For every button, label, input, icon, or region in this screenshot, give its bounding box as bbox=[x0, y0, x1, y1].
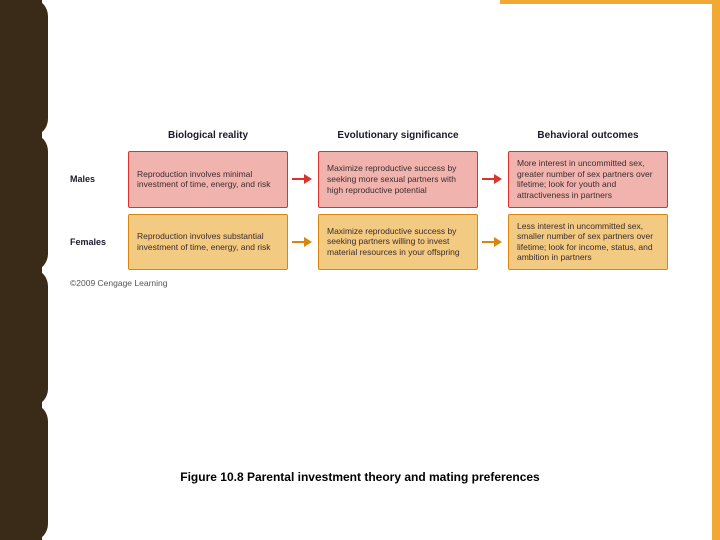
females-biological-cell: Reproduction involves substantial invest… bbox=[128, 214, 288, 271]
header-evolutionary: Evolutionary significance bbox=[318, 130, 478, 145]
row-label-blank bbox=[70, 130, 128, 145]
header-behavioral: Behavioral outcomes bbox=[508, 130, 668, 145]
right-amber-bar bbox=[712, 0, 720, 540]
diagram-content: Biological reality Evolutionary signific… bbox=[70, 130, 680, 288]
arrow-right-icon bbox=[292, 237, 314, 247]
arrow-right-icon bbox=[292, 174, 314, 184]
scallop-bump bbox=[34, 135, 48, 270]
row-label-males: Males bbox=[70, 151, 128, 208]
scallop-bump bbox=[34, 270, 48, 405]
arrow-cell bbox=[478, 214, 508, 271]
header-spacer bbox=[288, 130, 318, 145]
arrow-right-icon bbox=[482, 174, 504, 184]
investment-table: Biological reality Evolutionary signific… bbox=[70, 130, 680, 270]
header-biological: Biological reality bbox=[128, 130, 288, 145]
copyright-text: ©2009 Cengage Learning bbox=[70, 278, 680, 288]
arrow-cell bbox=[478, 151, 508, 208]
arrow-right-icon bbox=[482, 237, 504, 247]
males-biological-cell: Reproduction involves minimal investment… bbox=[128, 151, 288, 208]
males-behavioral-cell: More interest in uncommitted sex, greate… bbox=[508, 151, 668, 208]
left-decorative-border bbox=[0, 0, 50, 540]
header-spacer bbox=[478, 130, 508, 145]
figure-caption: Figure 10.8 Parental investment theory a… bbox=[0, 470, 720, 484]
arrow-cell bbox=[288, 214, 318, 271]
scallop-bump bbox=[34, 0, 48, 135]
arrow-cell bbox=[288, 151, 318, 208]
row-label-females: Females bbox=[70, 214, 128, 271]
males-evolutionary-cell: Maximize reproductive success by seeking… bbox=[318, 151, 478, 208]
females-behavioral-cell: Less interest in uncommitted sex, smalle… bbox=[508, 214, 668, 271]
top-amber-bar bbox=[500, 0, 720, 4]
females-evolutionary-cell: Maximize reproductive success by seeking… bbox=[318, 214, 478, 271]
